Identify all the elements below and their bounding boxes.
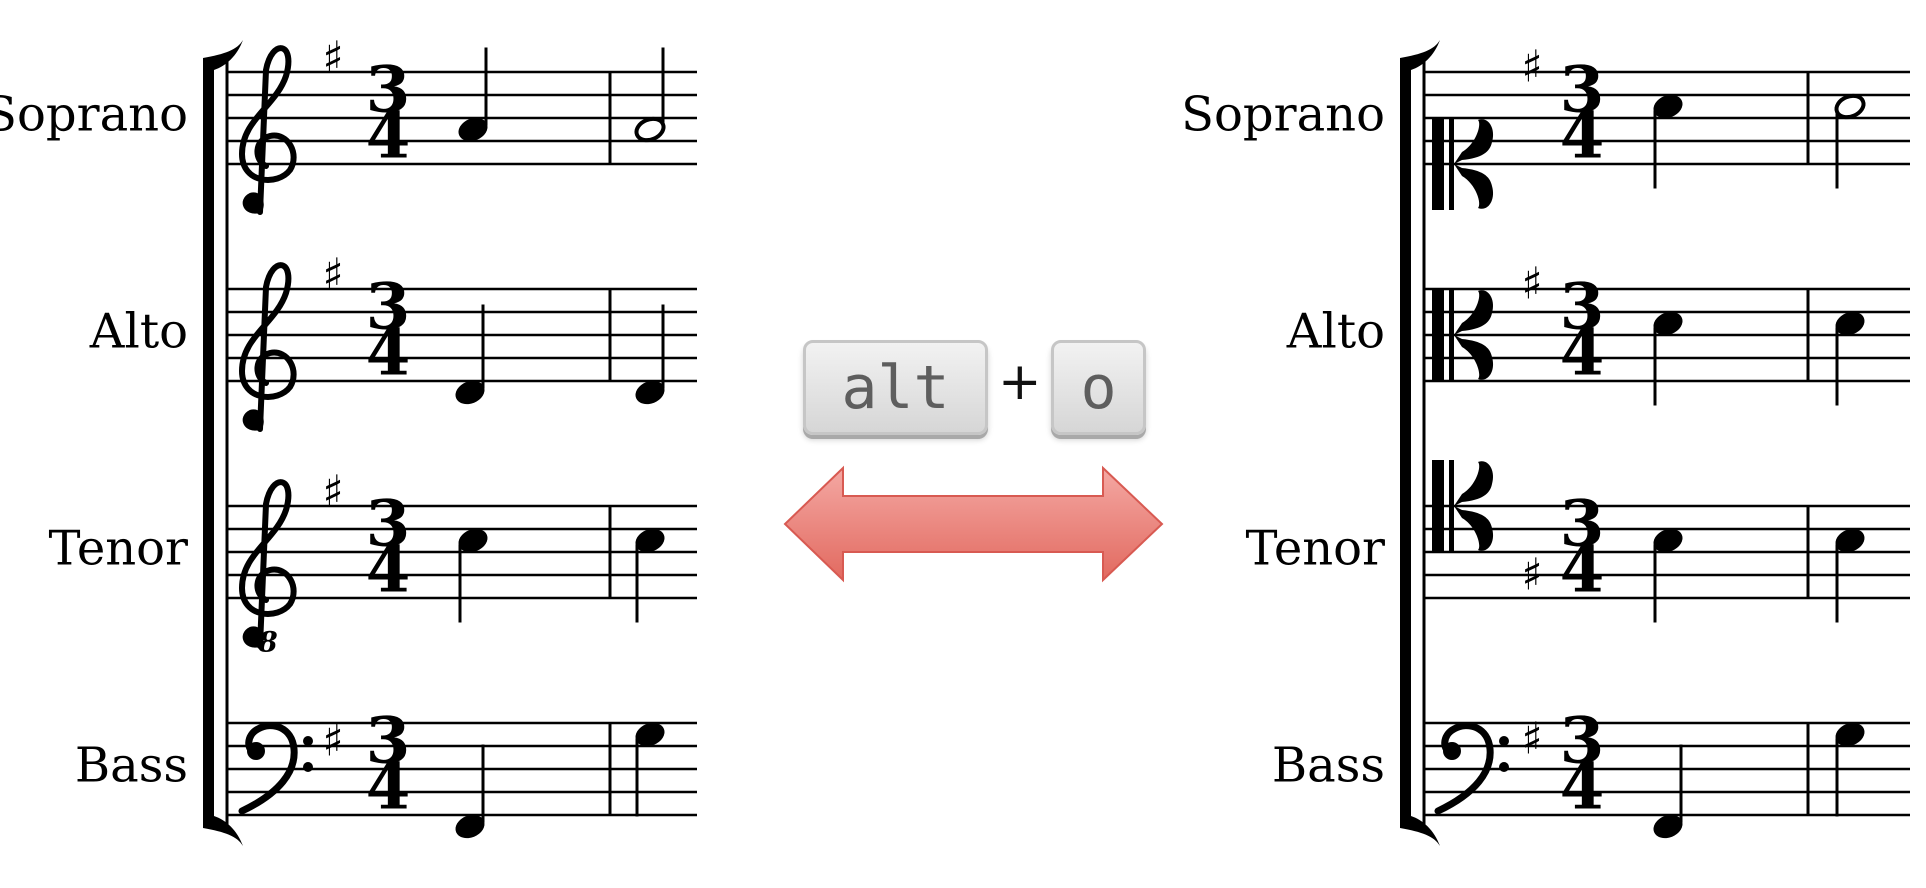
sharp-accidental: ♯ xyxy=(1521,42,1542,93)
double-arrow-icon xyxy=(783,465,1164,583)
time-signature-top: 3 xyxy=(1560,487,1605,562)
sharp-accidental: ♯ xyxy=(322,250,343,301)
time-signature-bottom: 4 xyxy=(1560,316,1605,391)
treble-clef-icon xyxy=(238,45,297,215)
note xyxy=(1653,94,1683,189)
right-part-soprano: Soprano ♯ 34 xyxy=(1181,42,1910,210)
note xyxy=(455,304,485,405)
note xyxy=(635,528,665,623)
note xyxy=(1653,744,1683,839)
part-name: Tenor xyxy=(49,521,189,577)
c-clef-icon xyxy=(1432,460,1494,552)
octave-mark: 8 xyxy=(257,626,277,659)
time-signature-top: 3 xyxy=(1560,704,1605,779)
note xyxy=(635,722,665,817)
left-part-bass: Bass ♯ 34 xyxy=(75,704,697,839)
treble-clef-icon xyxy=(238,479,297,649)
time-signature-bottom: 4 xyxy=(366,316,411,391)
time-signature-top: 3 xyxy=(1560,270,1605,345)
part-name: Bass xyxy=(75,738,188,794)
part-name: Tenor xyxy=(1246,521,1386,577)
sharp-accidental: ♯ xyxy=(1521,259,1542,310)
sharp-accidental: ♯ xyxy=(1521,549,1542,600)
time-signature-top: 3 xyxy=(366,704,411,779)
time-signature-top: 3 xyxy=(366,270,411,345)
left-part-alto: Alto ♯ 34 xyxy=(89,250,697,432)
c-clef-icon xyxy=(1432,118,1494,210)
staff xyxy=(227,721,697,817)
time-signature-top: 3 xyxy=(366,487,411,562)
left-part-soprano: Soprano ♯ 34 xyxy=(0,33,697,215)
part-name: Soprano xyxy=(1181,87,1385,143)
time-signature-bottom: 4 xyxy=(1560,99,1605,174)
note xyxy=(1653,311,1683,406)
right-part-alto: Alto ♯ 34 xyxy=(1286,259,1910,406)
treble-clef-icon xyxy=(238,262,297,432)
plus-sign: + xyxy=(998,352,1042,412)
sharp-accidental: ♯ xyxy=(1521,713,1542,764)
bass-clef-icon xyxy=(1434,722,1509,815)
part-name: Soprano xyxy=(0,87,188,143)
note xyxy=(1834,93,1866,189)
staff xyxy=(1424,721,1910,817)
plus-label: + xyxy=(998,352,1042,412)
note xyxy=(458,528,488,623)
right-part-tenor: Tenor ♯ 34 xyxy=(1246,460,1910,623)
bass-clef-icon xyxy=(238,722,313,815)
time-signature-top: 3 xyxy=(1560,53,1605,128)
o-key-label: o xyxy=(1080,352,1117,423)
system-bracket xyxy=(1400,40,1440,846)
part-name: Bass xyxy=(1272,738,1385,794)
note xyxy=(1653,528,1683,623)
note xyxy=(458,47,488,142)
note xyxy=(634,47,666,143)
c-clef-icon xyxy=(1432,289,1494,381)
time-signature-bottom: 4 xyxy=(366,99,411,174)
o-key: o xyxy=(1051,340,1146,435)
time-signature-bottom: 4 xyxy=(366,533,411,608)
staff xyxy=(227,287,697,383)
part-name: Alto xyxy=(1286,304,1385,360)
sharp-accidental: ♯ xyxy=(322,33,343,84)
sharp-accidental: ♯ xyxy=(322,716,343,767)
note xyxy=(635,304,665,405)
staff xyxy=(227,70,697,166)
note xyxy=(1835,722,1865,817)
alt-key-label: alt xyxy=(841,352,950,423)
part-name: Alto xyxy=(89,304,188,360)
right-part-bass: Bass ♯ 34 xyxy=(1272,704,1910,839)
left-part-tenor: Tenor ♯ 8 34 xyxy=(49,467,697,659)
time-signature-bottom: 4 xyxy=(1560,750,1605,825)
note xyxy=(455,744,485,839)
note xyxy=(1835,311,1865,406)
staff xyxy=(227,504,697,600)
time-signature-bottom: 4 xyxy=(1560,533,1605,608)
time-signature-top: 3 xyxy=(366,53,411,128)
alt-key: alt xyxy=(803,340,988,435)
note xyxy=(1835,528,1865,623)
time-signature-bottom: 4 xyxy=(366,750,411,825)
system-bracket xyxy=(203,40,243,846)
sharp-accidental: ♯ xyxy=(322,467,343,518)
